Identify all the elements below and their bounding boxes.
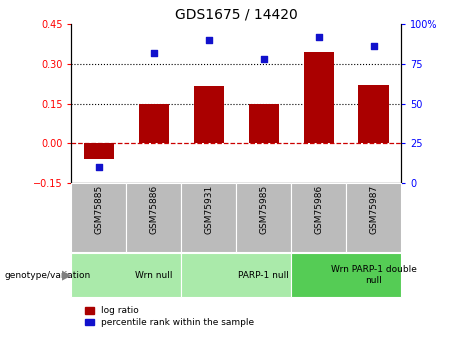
Bar [126, 183, 181, 252]
Bar [346, 183, 401, 252]
Text: genotype/variation: genotype/variation [5, 270, 91, 280]
Bar [71, 253, 181, 297]
Text: GSM75885: GSM75885 [95, 185, 103, 234]
Text: GSM75985: GSM75985 [259, 185, 268, 234]
Text: PARP-1 null: PARP-1 null [238, 270, 289, 280]
Bar [359, 85, 389, 143]
Bar [291, 253, 401, 297]
Text: GSM75886: GSM75886 [149, 185, 159, 234]
Bar [291, 183, 346, 252]
Text: Wrn PARP-1 double
null: Wrn PARP-1 double null [331, 265, 417, 285]
Point [315, 34, 322, 40]
Text: GSM75931: GSM75931 [204, 185, 213, 234]
Bar [303, 52, 334, 143]
Point [205, 37, 213, 43]
Point [150, 50, 158, 56]
Bar [181, 253, 291, 297]
Bar [181, 183, 236, 252]
Title: GDS1675 / 14420: GDS1675 / 14420 [175, 8, 298, 22]
Text: GSM75987: GSM75987 [369, 185, 378, 234]
Bar [84, 143, 114, 159]
Bar [139, 104, 169, 143]
Point [260, 56, 267, 62]
Text: ▶: ▶ [62, 269, 72, 282]
Legend: log ratio, percentile rank within the sample: log ratio, percentile rank within the sa… [85, 306, 254, 327]
Text: Wrn null: Wrn null [135, 270, 172, 280]
Text: GSM75986: GSM75986 [314, 185, 323, 234]
Point [370, 43, 377, 49]
Bar [71, 183, 126, 252]
Bar [236, 183, 291, 252]
Bar [248, 104, 279, 143]
Point [95, 164, 103, 170]
Bar [194, 86, 224, 143]
